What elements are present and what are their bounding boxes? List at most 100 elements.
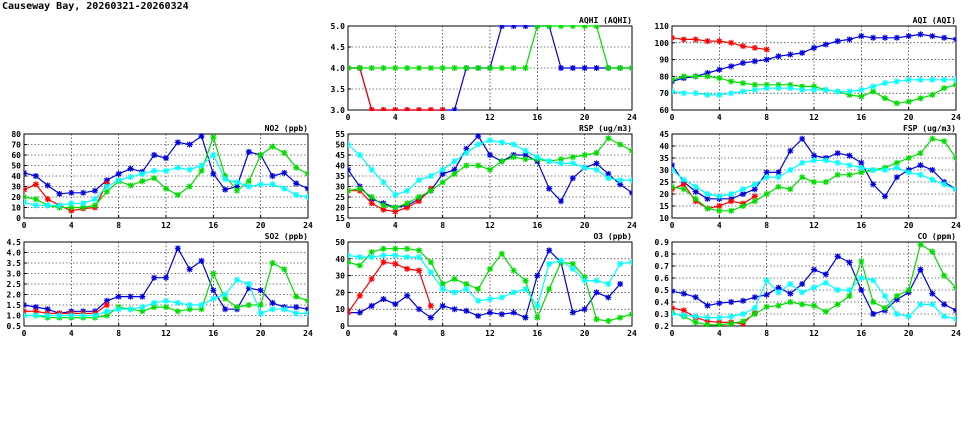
- data-point: [811, 179, 817, 185]
- data-point: [174, 164, 181, 171]
- data-point: [740, 297, 746, 304]
- data-point: [893, 34, 900, 41]
- data-point: [882, 80, 888, 87]
- y-tick-label: 50: [11, 162, 21, 171]
- data-point: [498, 158, 505, 165]
- data-point: [858, 258, 865, 265]
- data-point: [210, 287, 217, 294]
- data-point: [210, 270, 217, 277]
- data-point: [787, 81, 794, 88]
- series-group: [348, 133, 632, 215]
- x-tick-label: 0: [346, 113, 351, 122]
- data-point: [716, 314, 723, 321]
- data-point: [404, 245, 411, 252]
- data-point: [775, 53, 782, 60]
- data-point: [692, 195, 699, 202]
- data-point: [522, 65, 529, 71]
- y-tick-label: 0: [16, 214, 21, 223]
- data-point: [151, 152, 158, 158]
- data-point: [463, 281, 470, 287]
- data-point: [498, 294, 505, 301]
- data-point: [941, 272, 948, 279]
- chart-title: NO2 (ppb): [265, 124, 308, 133]
- x-tick-label: 12: [161, 329, 171, 338]
- data-point: [127, 165, 134, 172]
- data-point: [68, 204, 75, 211]
- x-tick-label: 12: [161, 221, 171, 230]
- data-point: [404, 200, 411, 207]
- data-point: [487, 166, 493, 173]
- data-point: [617, 281, 624, 287]
- data-point: [163, 297, 169, 304]
- data-point: [210, 134, 217, 141]
- data-point: [210, 152, 217, 158]
- data-point: [380, 259, 387, 266]
- data-point: [593, 65, 600, 71]
- y-tick-label: 90: [659, 56, 669, 65]
- data-point: [605, 170, 612, 177]
- data-point: [348, 252, 351, 259]
- chart-title: FSP (ug/m3): [903, 124, 956, 133]
- chart-panel: 0 4 8 12 16 20 24 60 70 80 90 100 110 AQI (AQI): [655, 16, 961, 122]
- data-point: [834, 171, 841, 178]
- data-point: [198, 162, 205, 169]
- data-point: [44, 306, 51, 313]
- x-tick-label: 12: [485, 329, 495, 338]
- data-point: [692, 183, 699, 190]
- data-point: [103, 308, 110, 315]
- data-point: [546, 247, 553, 254]
- data-point: [257, 181, 264, 188]
- data-point: [799, 86, 806, 93]
- data-point: [427, 302, 434, 309]
- y-tick-label: 40: [11, 172, 21, 181]
- data-point: [380, 202, 387, 209]
- data-point: [870, 83, 877, 90]
- data-point: [680, 73, 687, 80]
- data-point: [787, 51, 794, 58]
- data-point: [163, 304, 169, 311]
- data-point: [234, 183, 240, 190]
- data-point: [846, 91, 853, 98]
- data-point: [593, 160, 600, 167]
- data-point: [404, 65, 411, 71]
- data-point: [558, 160, 564, 167]
- data-point: [917, 266, 924, 273]
- data-point: [822, 271, 829, 278]
- data-point: [593, 289, 600, 296]
- data-point: [522, 25, 529, 29]
- data-point: [186, 266, 193, 273]
- data-point: [751, 86, 758, 93]
- data-point: [775, 169, 782, 176]
- data-point: [569, 160, 576, 167]
- data-point: [534, 25, 541, 29]
- data-point: [569, 154, 576, 161]
- data-point: [451, 275, 458, 282]
- data-point: [416, 306, 422, 313]
- y-tick-label: 4.0: [7, 249, 22, 258]
- data-point: [593, 166, 600, 173]
- data-point: [305, 310, 308, 317]
- data-point: [92, 202, 98, 209]
- data-point: [740, 80, 746, 87]
- data-point: [728, 39, 735, 46]
- data-point: [953, 155, 956, 161]
- x-tick-label: 24: [303, 221, 313, 230]
- data-point: [846, 152, 853, 159]
- data-point: [799, 289, 806, 296]
- data-point: [24, 302, 27, 308]
- data-point: [834, 301, 841, 308]
- data-point: [257, 152, 264, 158]
- data-point: [858, 287, 865, 293]
- data-point: [451, 65, 458, 71]
- data-point: [498, 25, 505, 29]
- data-point: [929, 248, 936, 255]
- data-point: [704, 38, 711, 45]
- data-point: [368, 166, 375, 173]
- data-point: [222, 173, 229, 179]
- data-point: [368, 107, 375, 111]
- data-point: [427, 314, 434, 321]
- data-point: [245, 285, 252, 292]
- data-point: [858, 86, 865, 93]
- data-point: [953, 307, 956, 314]
- data-point: [24, 194, 27, 200]
